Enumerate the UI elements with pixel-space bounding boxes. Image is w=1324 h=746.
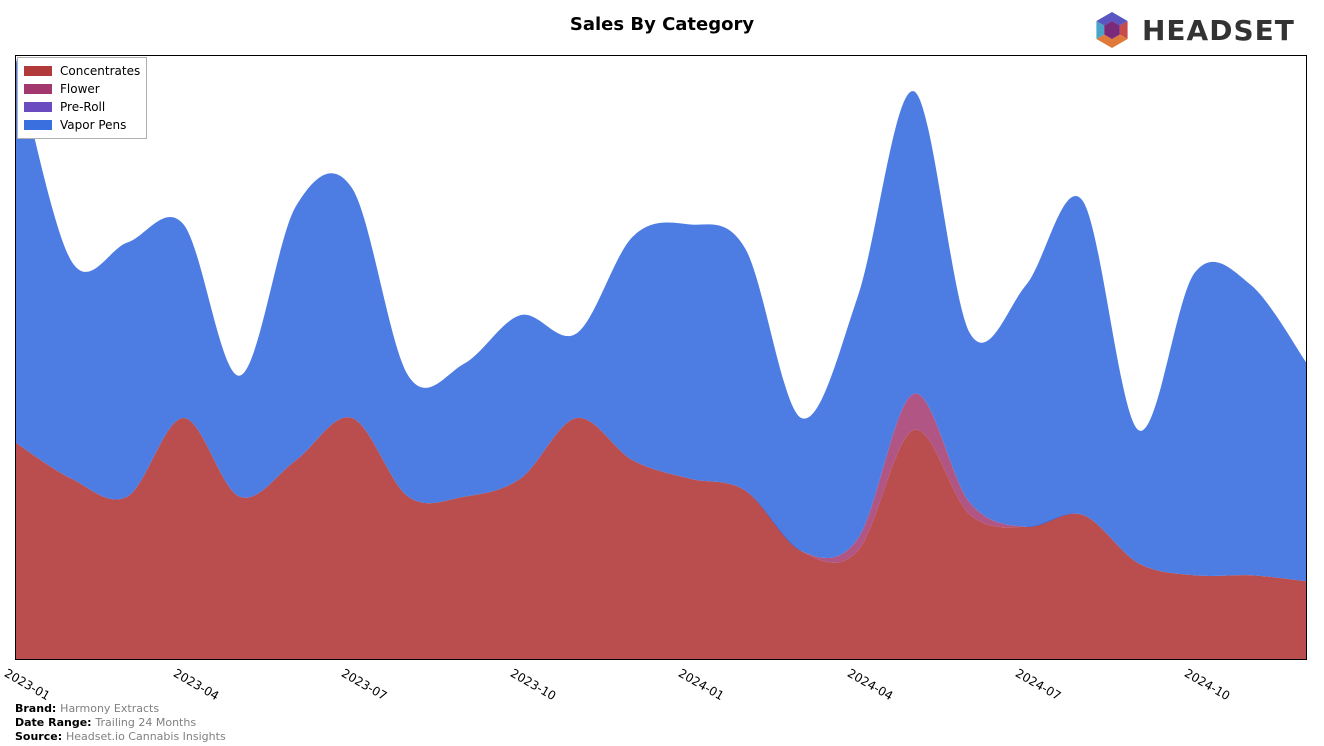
- x-tick-label: 2023-10: [508, 666, 558, 703]
- meta-key: Brand:: [15, 702, 60, 715]
- meta-line: Brand: Harmony Extracts: [15, 702, 226, 716]
- x-tick-label: 2024-01: [676, 666, 726, 703]
- x-tick-label: 2023-04: [171, 666, 221, 703]
- x-tick-label: 2024-10: [1182, 666, 1232, 703]
- plot-border: [15, 55, 1307, 660]
- headset-logo-text: HEADSET: [1142, 14, 1295, 47]
- x-tick-label: 2023-01: [2, 666, 52, 703]
- headset-logo-mark: [1090, 8, 1134, 52]
- meta-key: Date Range:: [15, 716, 95, 729]
- chart-legend: Concentrates Flower Pre-Roll Vapor Pens: [17, 57, 147, 139]
- legend-swatch: [24, 66, 52, 76]
- legend-item: Concentrates: [24, 62, 140, 80]
- x-tick-label: 2024-07: [1013, 666, 1063, 703]
- legend-label: Pre-Roll: [60, 100, 105, 114]
- meta-value: Trailing 24 Months: [95, 716, 196, 729]
- legend-swatch: [24, 84, 52, 94]
- legend-label: Flower: [60, 82, 100, 96]
- legend-label: Vapor Pens: [60, 118, 126, 132]
- meta-line: Source: Headset.io Cannabis Insights: [15, 730, 226, 744]
- legend-item: Pre-Roll: [24, 98, 140, 116]
- headset-logo: HEADSET: [1090, 8, 1310, 52]
- x-tick-label: 2024-04: [845, 666, 895, 703]
- meta-key: Source:: [15, 730, 66, 743]
- chart-meta: Brand: Harmony ExtractsDate Range: Trail…: [15, 702, 226, 743]
- legend-swatch: [24, 102, 52, 112]
- meta-line: Date Range: Trailing 24 Months: [15, 716, 226, 730]
- legend-item: Vapor Pens: [24, 116, 140, 134]
- meta-value: Headset.io Cannabis Insights: [66, 730, 226, 743]
- legend-label: Concentrates: [60, 64, 140, 78]
- meta-value: Harmony Extracts: [60, 702, 159, 715]
- x-tick-label: 2023-07: [339, 666, 389, 703]
- legend-item: Flower: [24, 80, 140, 98]
- legend-swatch: [24, 120, 52, 130]
